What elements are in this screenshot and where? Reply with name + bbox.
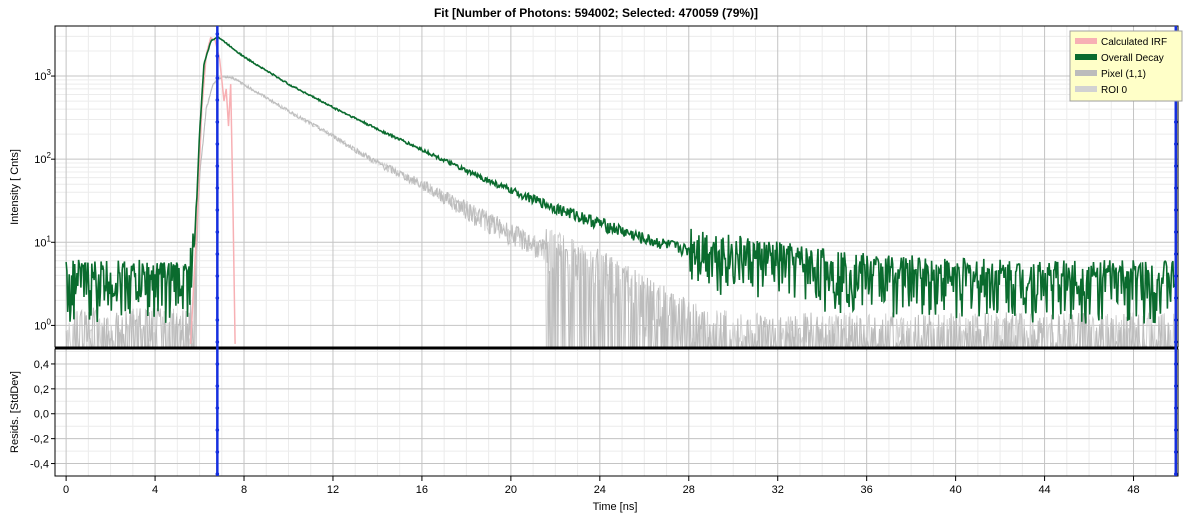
- legend-swatch-overall-decay: [1075, 54, 1097, 60]
- y-tick-label-intensity: 102: [34, 151, 51, 166]
- legend: Calculated IRF Overall Decay Pixel (1,1)…: [1069, 30, 1183, 102]
- cursor-marker: [1173, 186, 1178, 190]
- legend-swatch-calculated-irf: [1075, 38, 1097, 44]
- y-tick-label-residuals: 0,4: [34, 359, 49, 371]
- cursor-marker: [215, 406, 220, 410]
- x-tick-label: 20: [505, 484, 517, 496]
- y-tick-label-residuals: -0,4: [30, 459, 49, 471]
- cursor-marker: [215, 472, 220, 476]
- cursor-marker: [215, 230, 220, 234]
- x-axis-label: Time [ns]: [593, 501, 638, 513]
- cursor-marker: [215, 362, 220, 366]
- cursor-marker: [1173, 296, 1178, 300]
- cursor-marker: [215, 384, 220, 388]
- cursor-marker: [1173, 340, 1178, 344]
- x-tick-label: 32: [772, 484, 784, 496]
- legend-label-pixel: Pixel (1,1): [1101, 69, 1146, 80]
- series-line-overall-decay: [65, 35, 1176, 324]
- cursor-marker: [1173, 318, 1178, 322]
- cursor-marker: [215, 340, 220, 344]
- cursor-marker: [1173, 362, 1178, 366]
- y-axis-label-residuals: Resids. [StdDev]: [9, 371, 21, 453]
- y-tick-label-residuals: 0,2: [34, 384, 49, 396]
- x-tick-label: 44: [1038, 484, 1050, 496]
- chart-title: Fit [Number of Photons: 594002; Selected…: [434, 6, 758, 20]
- legend-label-calculated-irf: Calculated IRF: [1101, 37, 1167, 48]
- legend-swatch-roi-0: [1075, 86, 1097, 92]
- x-tick-label: 40: [949, 484, 961, 496]
- cursor-marker: [215, 54, 220, 58]
- cursor-marker: [215, 98, 220, 102]
- x-tick-label: 24: [594, 484, 606, 496]
- legend-label-roi-0: ROI 0: [1101, 85, 1128, 96]
- series-line-calculated-irf: [189, 36, 236, 344]
- x-tick-label: 28: [683, 484, 695, 496]
- x-tick-label: 36: [861, 484, 873, 496]
- cursor-marker: [1173, 252, 1178, 256]
- x-tick-label: 12: [327, 484, 339, 496]
- cursor-marker: [215, 208, 220, 212]
- cursor-marker: [1173, 142, 1178, 146]
- cursor-marker: [215, 142, 220, 146]
- legend-item-calculated-irf[interactable]: Calculated IRF: [1075, 37, 1167, 48]
- cursor-marker: [215, 120, 220, 124]
- x-tick-label: 0: [63, 484, 69, 496]
- y-tick-label-intensity: 101: [34, 234, 51, 249]
- legend-item-pixel[interactable]: Pixel (1,1): [1075, 69, 1146, 80]
- cursor-marker: [1173, 450, 1178, 454]
- cursor-marker: [1173, 230, 1178, 234]
- cursor-marker: [215, 450, 220, 454]
- cursor-marker: [1173, 120, 1178, 124]
- tick-layer: 0 4 8 12 16 20 24 28 32 36 40 44 48100101102103-0,4-…: [30, 68, 1140, 496]
- cursor-marker: [215, 296, 220, 300]
- cursor-marker: [215, 32, 220, 36]
- cursor-marker: [1173, 274, 1178, 278]
- legend-item-overall-decay[interactable]: Overall Decay: [1075, 53, 1164, 64]
- x-tick-label: 8: [241, 484, 247, 496]
- cursor-start[interactable]: [215, 26, 220, 476]
- frame-layer: [54, 25, 1179, 477]
- legend-swatch-pixel: [1075, 70, 1097, 76]
- cursor-marker: [1173, 406, 1178, 410]
- cursor-marker: [215, 274, 220, 278]
- cursor-marker: [215, 252, 220, 256]
- cursor-marker: [1173, 428, 1178, 432]
- y-tick-label-residuals: 0,0: [34, 409, 49, 421]
- cursor-marker: [1173, 384, 1178, 388]
- y-tick-label-intensity: 100: [34, 317, 51, 332]
- cursor-marker: [215, 186, 220, 190]
- legend-label-overall-decay: Overall Decay: [1101, 53, 1164, 64]
- x-tick-label: 48: [1127, 484, 1139, 496]
- cursor-marker: [215, 76, 220, 80]
- cursor-marker: [215, 164, 220, 168]
- cursor-marker: [1173, 164, 1178, 168]
- x-tick-label: 16: [416, 484, 428, 496]
- cursor-marker: [1173, 208, 1178, 212]
- x-tick-label: 4: [152, 484, 158, 496]
- y-tick-label-residuals: -0,2: [30, 434, 49, 446]
- cursor-marker: [215, 318, 220, 322]
- cursor-marker: [215, 428, 220, 432]
- y-tick-label-intensity: 103: [34, 68, 51, 83]
- y-axis-label-intensity: Intensity [ Cnts]: [9, 149, 21, 225]
- legend-item-roi-0[interactable]: ROI 0: [1075, 85, 1128, 96]
- cursor-marker: [1173, 472, 1178, 476]
